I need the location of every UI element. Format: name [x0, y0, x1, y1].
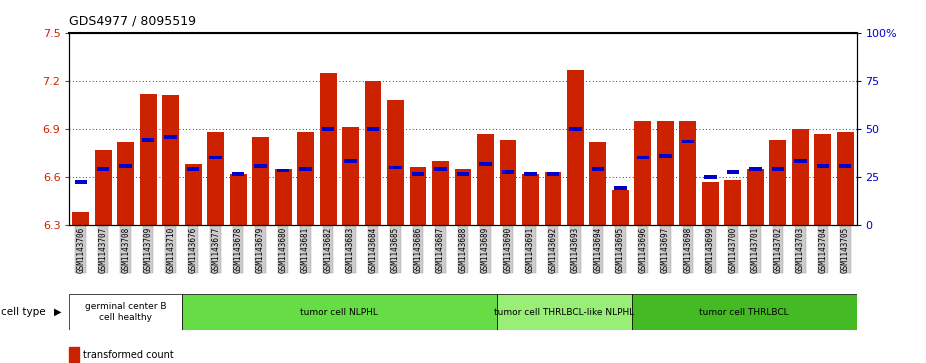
Bar	[409, 167, 427, 225]
Bar	[412, 172, 424, 176]
Bar	[657, 121, 674, 225]
Bar	[817, 164, 829, 167]
Bar	[614, 187, 627, 190]
Bar	[480, 162, 492, 166]
Bar	[297, 132, 314, 225]
Bar	[342, 127, 359, 225]
Bar	[792, 129, 808, 225]
Bar	[184, 164, 202, 225]
Bar	[277, 169, 289, 172]
Bar	[524, 172, 537, 176]
Bar	[637, 156, 649, 159]
Bar	[322, 127, 334, 131]
Bar	[142, 138, 155, 142]
Bar	[659, 154, 671, 158]
Bar	[544, 172, 561, 225]
Bar	[344, 159, 357, 163]
Bar	[771, 167, 784, 171]
Bar	[230, 174, 246, 225]
Bar	[118, 142, 134, 225]
Bar	[592, 167, 604, 171]
Bar	[207, 132, 224, 225]
Text: transformed count: transformed count	[83, 350, 174, 360]
Bar	[455, 169, 471, 225]
Bar	[837, 132, 854, 225]
Bar	[232, 172, 244, 176]
Text: germinal center B
cell healthy: germinal center B cell healthy	[85, 302, 167, 322]
Bar	[387, 100, 404, 225]
Text: cell type: cell type	[1, 307, 45, 317]
Bar	[434, 167, 446, 171]
Bar	[299, 167, 312, 171]
Bar	[499, 140, 517, 225]
Text: tumor cell THRLBCL: tumor cell THRLBCL	[699, 308, 789, 317]
Bar	[389, 166, 402, 169]
Bar	[496, 294, 632, 330]
Bar	[74, 180, 87, 184]
Bar	[162, 95, 179, 225]
Bar	[252, 137, 269, 225]
Bar	[94, 150, 112, 225]
Bar	[567, 70, 584, 225]
Bar	[546, 172, 559, 176]
Bar	[814, 134, 832, 225]
Bar	[724, 180, 742, 225]
Bar	[187, 167, 199, 171]
Bar	[522, 174, 539, 225]
Bar	[839, 164, 852, 167]
Bar	[69, 347, 80, 363]
Bar	[770, 140, 786, 225]
Bar	[682, 140, 694, 143]
Bar	[319, 73, 336, 225]
Bar	[680, 121, 696, 225]
Bar	[632, 294, 857, 330]
Bar	[569, 127, 582, 131]
Bar	[72, 212, 89, 225]
Bar	[634, 121, 651, 225]
Bar	[119, 164, 131, 167]
Bar	[457, 172, 469, 176]
Bar	[612, 190, 629, 225]
Bar	[367, 127, 380, 131]
Bar	[502, 170, 514, 174]
Bar	[365, 81, 382, 225]
Text: ▶: ▶	[54, 307, 61, 317]
Bar	[477, 134, 494, 225]
Bar	[255, 164, 267, 167]
Bar	[209, 156, 222, 159]
Text: GDS4977 / 8095519: GDS4977 / 8095519	[69, 15, 196, 28]
Bar	[275, 169, 292, 225]
Bar	[704, 175, 717, 179]
Bar	[432, 161, 449, 225]
Bar	[590, 142, 607, 225]
Bar	[749, 167, 761, 171]
Bar	[795, 159, 807, 163]
Bar	[702, 182, 719, 225]
Text: tumor cell NLPHL: tumor cell NLPHL	[300, 308, 378, 317]
Bar	[181, 294, 496, 330]
Bar	[747, 169, 764, 225]
Bar	[69, 294, 181, 330]
Bar	[165, 135, 177, 139]
Bar	[97, 167, 109, 171]
Text: tumor cell THRLBCL-like NLPHL: tumor cell THRLBCL-like NLPHL	[494, 308, 634, 317]
Bar	[727, 170, 739, 174]
Bar	[140, 94, 156, 225]
